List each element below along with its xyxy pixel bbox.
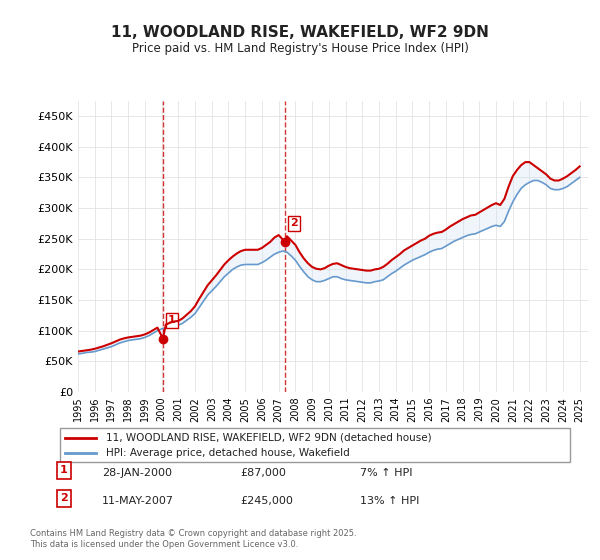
Text: 13% ↑ HPI: 13% ↑ HPI (360, 496, 419, 506)
Text: Price paid vs. HM Land Registry's House Price Index (HPI): Price paid vs. HM Land Registry's House … (131, 42, 469, 55)
FancyBboxPatch shape (60, 428, 570, 462)
Text: 28-JAN-2000: 28-JAN-2000 (102, 468, 172, 478)
Text: 11, WOODLAND RISE, WAKEFIELD, WF2 9DN: 11, WOODLAND RISE, WAKEFIELD, WF2 9DN (111, 25, 489, 40)
Text: 1: 1 (168, 315, 176, 325)
Text: HPI: Average price, detached house, Wakefield: HPI: Average price, detached house, Wake… (106, 447, 350, 458)
Text: 1: 1 (60, 465, 68, 475)
Text: 2: 2 (290, 218, 298, 228)
Text: Contains HM Land Registry data © Crown copyright and database right 2025.
This d: Contains HM Land Registry data © Crown c… (30, 529, 356, 549)
Text: 11, WOODLAND RISE, WAKEFIELD, WF2 9DN (detached house): 11, WOODLAND RISE, WAKEFIELD, WF2 9DN (d… (106, 433, 431, 443)
Text: 2: 2 (60, 493, 68, 503)
Text: £87,000: £87,000 (240, 468, 286, 478)
Text: 7% ↑ HPI: 7% ↑ HPI (360, 468, 413, 478)
Text: £245,000: £245,000 (240, 496, 293, 506)
Text: 11-MAY-2007: 11-MAY-2007 (102, 496, 174, 506)
